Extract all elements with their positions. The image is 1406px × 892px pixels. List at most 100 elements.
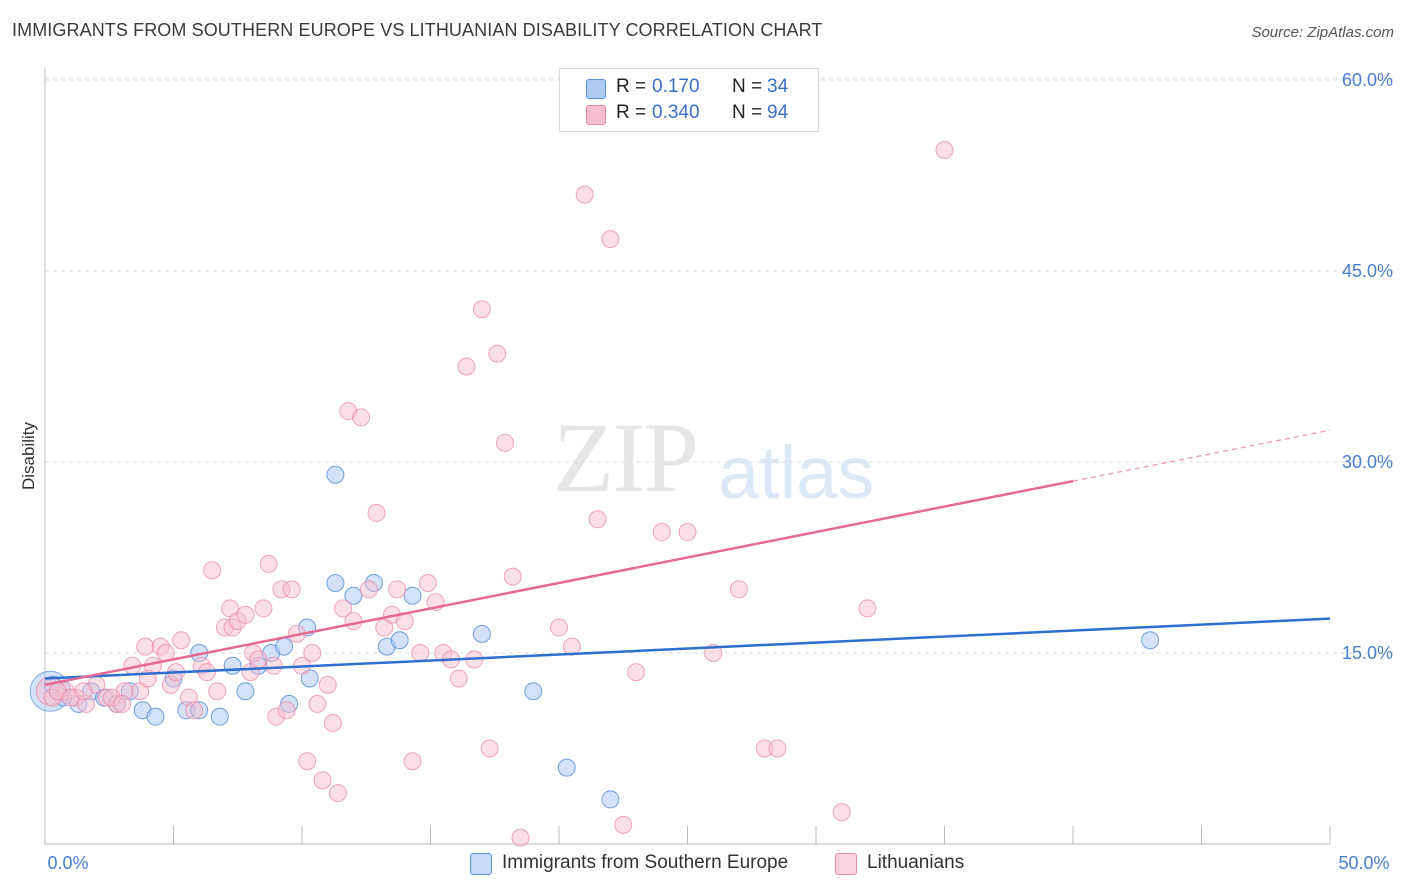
data-point bbox=[259, 554, 278, 573]
data-point bbox=[236, 605, 255, 624]
data-point bbox=[403, 586, 422, 605]
y-tick-label: 45.0% bbox=[1342, 261, 1393, 281]
data-point bbox=[313, 771, 332, 790]
data-point bbox=[601, 790, 620, 809]
axis-layer bbox=[44, 68, 1331, 845]
data-point bbox=[298, 752, 317, 771]
data-point bbox=[524, 682, 543, 701]
data-point bbox=[172, 631, 191, 650]
data-point bbox=[488, 344, 507, 363]
source-credit: Source: ZipAtlas.com bbox=[1251, 24, 1394, 41]
data-point bbox=[678, 523, 697, 542]
y-tick-label: 15.0% bbox=[1342, 643, 1393, 663]
legend-swatch-pink bbox=[586, 105, 606, 125]
data-point bbox=[557, 758, 576, 777]
data-point bbox=[390, 631, 409, 650]
data-point bbox=[411, 644, 430, 662]
data-point bbox=[323, 714, 342, 733]
y-tick-label: 60.0% bbox=[1342, 70, 1393, 90]
data-point bbox=[136, 637, 155, 656]
legend-n-label: N = bbox=[732, 76, 763, 97]
data-point bbox=[418, 573, 437, 592]
trend-line-immigrants bbox=[44, 617, 1331, 680]
grid-layer bbox=[45, 77, 1395, 654]
data-point bbox=[601, 230, 620, 249]
data-point bbox=[858, 599, 877, 618]
data-point bbox=[935, 141, 954, 160]
data-point bbox=[303, 644, 322, 662]
x-tick-label: 0.0% bbox=[47, 853, 88, 873]
data-point bbox=[318, 675, 337, 694]
bottom-legend-swatch-pink bbox=[835, 853, 857, 875]
data-point bbox=[832, 803, 851, 822]
data-point bbox=[210, 707, 229, 726]
data-point bbox=[249, 650, 268, 669]
data-point bbox=[185, 701, 204, 720]
data-point bbox=[334, 599, 353, 618]
legend-swatch-blue bbox=[586, 79, 606, 99]
data-point bbox=[472, 300, 491, 319]
data-point bbox=[575, 185, 594, 204]
legend-n-value: 94 bbox=[767, 102, 789, 123]
legend-r-value: 0.340 bbox=[652, 102, 700, 123]
bottom-legend-label: Immigrants from Southern Europe bbox=[502, 852, 789, 873]
legend-r-label: R = bbox=[616, 102, 647, 123]
data-point bbox=[113, 694, 132, 713]
data-point bbox=[308, 694, 327, 713]
data-point bbox=[359, 580, 378, 599]
data-point bbox=[503, 567, 522, 586]
x-tick-label: 50.0% bbox=[1338, 853, 1389, 873]
trend-line-lithuanians bbox=[44, 479, 1074, 687]
data-point bbox=[203, 561, 222, 580]
data-point bbox=[223, 656, 242, 675]
y-tick-label: 30.0% bbox=[1342, 452, 1393, 472]
data-point bbox=[275, 637, 294, 656]
data-point bbox=[146, 707, 165, 726]
bottom-legend-swatch-blue bbox=[470, 853, 492, 875]
data-point bbox=[277, 701, 296, 720]
data-point bbox=[457, 357, 476, 376]
data-point bbox=[326, 465, 345, 484]
series-lithuanians-points bbox=[35, 141, 954, 847]
data-point bbox=[352, 408, 371, 427]
trend-lines bbox=[44, 429, 1331, 687]
data-point bbox=[208, 682, 227, 701]
bottom-legend-label: Lithuanians bbox=[867, 852, 965, 873]
data-point bbox=[449, 669, 468, 688]
data-point bbox=[264, 656, 283, 675]
chart-title: IMMIGRANTS FROM SOUTHERN EUROPE VS LITHU… bbox=[12, 20, 823, 40]
legend-r-label: R = bbox=[616, 76, 647, 97]
correlation-legend: R = 0.170 N = 34 R = 0.340 N = 94 bbox=[559, 68, 819, 132]
data-point bbox=[328, 784, 347, 803]
legend-n-value: 34 bbox=[767, 76, 789, 97]
y-axis-title: Disability bbox=[19, 421, 38, 490]
watermark-zip: ZIP bbox=[553, 402, 699, 513]
data-point bbox=[652, 523, 671, 542]
watermark-atlas: atlas bbox=[718, 431, 875, 514]
legend-n-label: N = bbox=[732, 102, 763, 123]
data-point bbox=[614, 815, 633, 834]
data-point bbox=[344, 612, 363, 631]
legend-r-value: 0.170 bbox=[652, 76, 700, 97]
data-point bbox=[254, 599, 273, 618]
data-point bbox=[388, 580, 407, 599]
data-point bbox=[282, 580, 301, 599]
trend-line-lithuanians-extension bbox=[1072, 429, 1331, 482]
data-point bbox=[480, 739, 499, 758]
data-point bbox=[367, 503, 386, 522]
axis-labels: 15.0% 30.0% 45.0% 60.0% 0.0% 50.0% Disability bbox=[19, 70, 1393, 873]
data-point bbox=[74, 682, 93, 701]
data-point bbox=[729, 580, 748, 599]
data-point bbox=[236, 682, 255, 701]
data-point bbox=[768, 739, 787, 758]
data-point bbox=[1141, 631, 1160, 650]
data-point bbox=[326, 573, 345, 592]
data-point bbox=[472, 624, 491, 643]
data-point bbox=[511, 828, 530, 847]
data-point bbox=[588, 510, 607, 529]
data-point bbox=[550, 618, 568, 637]
data-point bbox=[627, 663, 646, 682]
data-point bbox=[496, 433, 515, 452]
data-point bbox=[403, 752, 422, 771]
